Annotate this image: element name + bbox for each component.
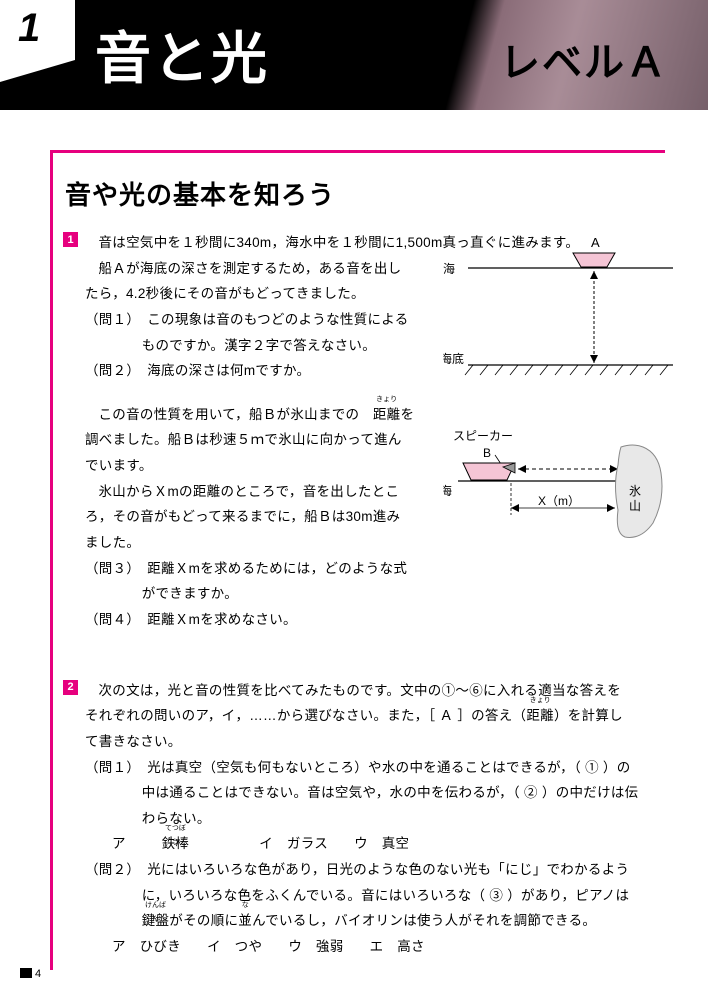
question-cont: に，いろいろな色をふくんでいる。音にはいろいろな（ ③ ）があり，ピアノは xyxy=(85,883,663,909)
text-line: この音の性質を用いて，船Ｂが氷山までのきょり距離を xyxy=(85,402,430,428)
label-ice: 氷 xyxy=(629,484,641,498)
label-bottom: 海底 xyxy=(443,351,464,366)
ship-a-icon xyxy=(573,253,615,267)
question-2: （問２） 海底の深さは何mですか。 xyxy=(85,358,430,384)
text-line: それぞれの問いのア，イ，……から選びなさい。また，［ Ａ ］の答え（きょり距離）… xyxy=(85,703,663,729)
page-number: 4 xyxy=(35,968,41,980)
question-3: （問３） 距離Ｘmを求めるためには，どのような式 xyxy=(85,556,430,582)
problem-1: 1 音は空気中を１秒間に340m，海水中を１秒間に1,500m真っ直ぐに進みます… xyxy=(65,230,663,633)
question-2-2: （問２） 光にはいろいろな色があり，日光のような色のない光も「にじ」でわかるよう xyxy=(85,857,663,883)
problem-2: 2 次の文は，光と音の性質を比べてみたものです。文中の①～⑥に入れる適当な答えを… xyxy=(65,678,663,960)
text-line: ました。 xyxy=(85,530,430,556)
label-ice2: 山 xyxy=(629,499,641,513)
hatch xyxy=(465,365,668,375)
question-4: （問４） 距離Ｘmを求めなさい。 xyxy=(85,607,430,633)
level-label: レベルＡ xyxy=(500,30,668,88)
section-title: 音や光の基本を知ろう xyxy=(65,175,663,212)
problem-number: 2 xyxy=(63,680,78,695)
label-x: X（m） xyxy=(538,494,580,508)
text-line: 次の文は，光と音の性質を比べてみたものです。文中の①～⑥に入れる適当な答えを xyxy=(85,678,663,704)
chapter-number: 1 xyxy=(18,6,40,51)
label-b: B xyxy=(483,446,491,460)
label-sea: 海 xyxy=(443,261,455,276)
label-sea-2: 海 xyxy=(443,483,452,498)
content-area: 音や光の基本を知ろう 1 音は空気中を１秒間に340m，海水中を１秒間に1,50… xyxy=(0,110,708,960)
page-title: 音と光 xyxy=(95,14,269,95)
choices-2: ア ひびき イ つや ウ 強弱 エ 高さ xyxy=(85,934,663,960)
question-cont: けんばん鍵盤がその順になら並んでいるし，バイオリンは使う人がそれを調節できる。 xyxy=(85,908,663,934)
label-speaker: スピーカー xyxy=(453,429,513,443)
question-1: （問１） この現象は音のもつどのような性質による xyxy=(85,307,430,333)
question-1-cont: ものですか。漢字２字で答えなさい。 xyxy=(85,333,430,359)
figure-2: スピーカー B 海 氷 山 X（m） xyxy=(443,425,678,560)
text-line: 氷山からＸmの距離のところで，音を出したとこ xyxy=(85,479,430,505)
text-line: たら，4.2秒後にその音がもどってきました。 xyxy=(85,281,430,307)
problem-number: 1 xyxy=(63,232,78,247)
problem-body: 次の文は，光と音の性質を比べてみたものです。文中の①～⑥に入れる適当な答えを そ… xyxy=(85,678,663,960)
question-3-cont: ができますか。 xyxy=(85,581,430,607)
choices-1: ア てつぼう鉄棒 イ ガラス ウ 真空 xyxy=(85,831,663,857)
page-marker xyxy=(20,968,32,978)
text-line: 船Ａが海底の深さを測定するため，ある音を出し xyxy=(85,256,430,282)
figure-1: A 海 xyxy=(443,235,678,390)
header: 1 音と光 レベルＡ xyxy=(0,0,708,110)
text-line: て書きなさい。 xyxy=(85,729,663,755)
question-cont: 中は通ることはできない。音は空気や，水の中を伝わるが，（ ② ）の中だけは伝 xyxy=(85,780,663,806)
text-line: ろ，その音がもどって来るまでに，船Ｂは30m進み xyxy=(85,504,430,530)
text-line: 調べました。船Ｂは秒速５ｍで氷山に向かって進ん xyxy=(85,427,430,453)
question-2-1: （問１） 光は真空（空気も何もないところ）や水の中を通ることはできるが，（ ① … xyxy=(85,755,663,781)
text-line: でいます。 xyxy=(85,453,430,479)
label-a: A xyxy=(591,235,600,250)
